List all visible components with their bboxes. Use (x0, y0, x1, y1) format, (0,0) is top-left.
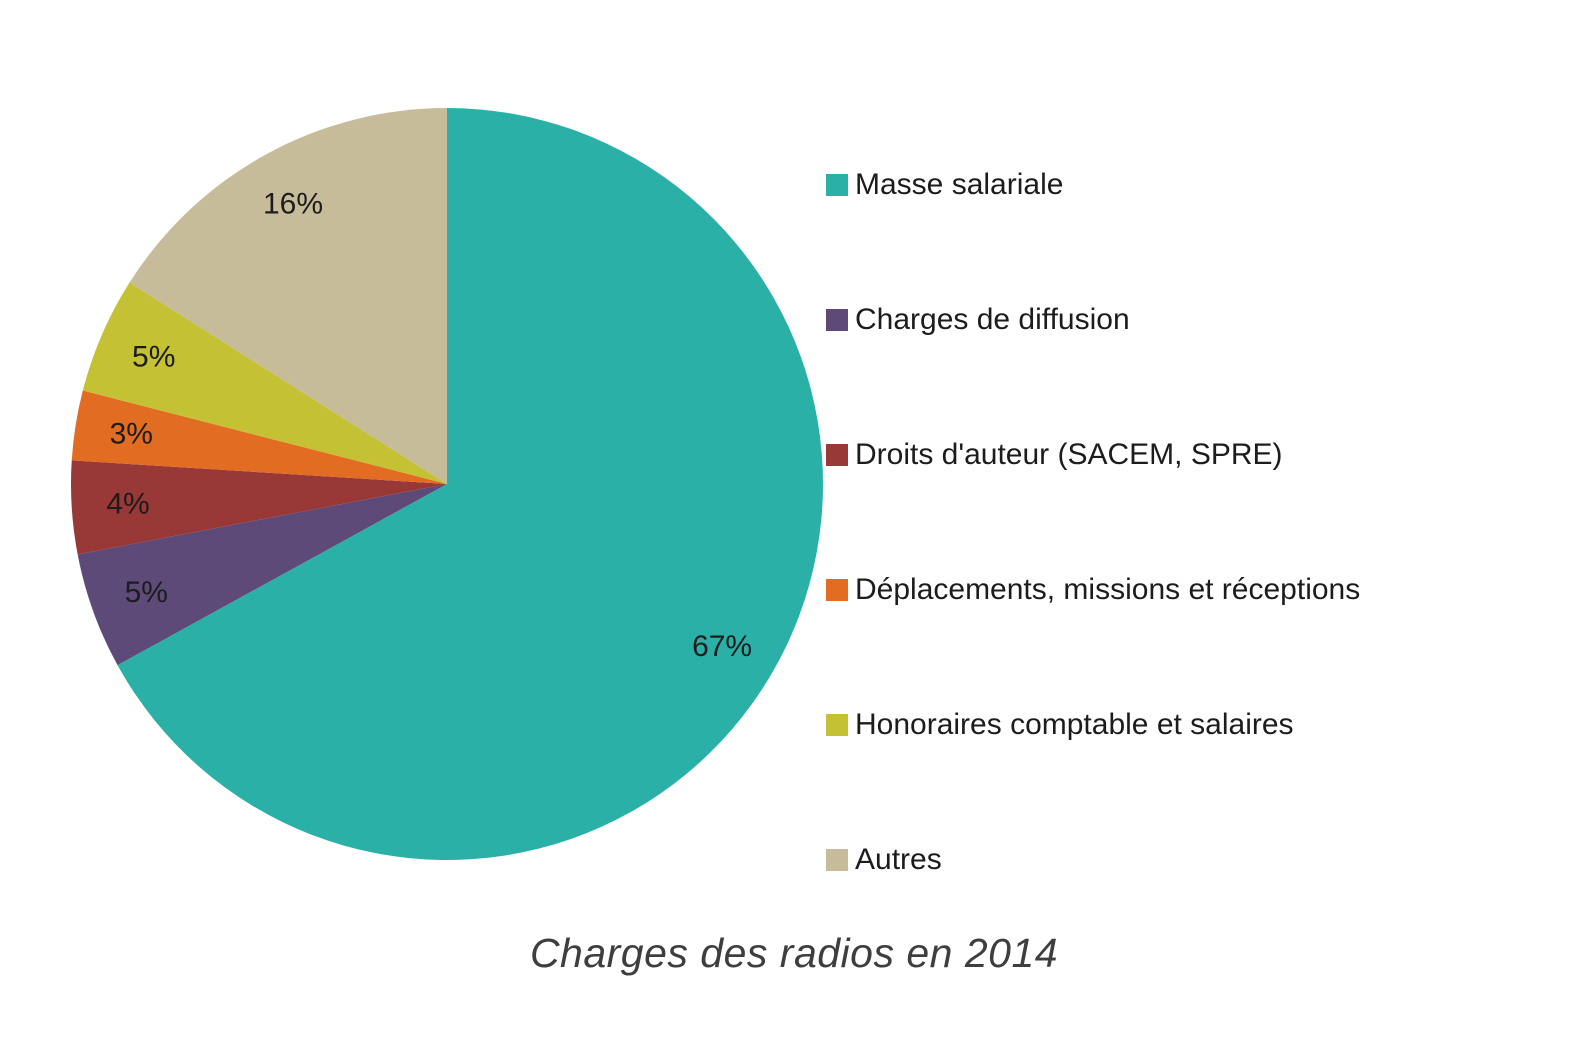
legend-swatch-icon (826, 309, 848, 331)
legend-label: Droits d'auteur (SACEM, SPRE) (855, 438, 1283, 471)
pie-slice-charges-de-diffusion (77, 484, 447, 666)
pie-slice-masse-salariale (117, 107, 824, 860)
legend-label: Déplacements, missions et réceptions (855, 573, 1361, 606)
legend-swatch-icon (826, 714, 848, 736)
pie-slice-droits-auteur (70, 460, 448, 555)
pie-slice-label-autres: 16% (263, 187, 323, 220)
legend-item-autres: Autres (826, 838, 1360, 882)
legend-item-charges-de-diffusion: Charges de diffusion (826, 298, 1360, 342)
legend-swatch-icon (826, 444, 848, 466)
pie-slice-autres (129, 108, 447, 484)
legend-label: Charges de diffusion (855, 303, 1130, 336)
pie-slice-label-deplacements-missions: 3% (110, 418, 153, 451)
legend-swatch-icon (826, 849, 848, 871)
pie-slice-label-charges-de-diffusion: 5% (125, 576, 168, 609)
pie-slice-label-droits-auteur: 4% (106, 488, 149, 521)
pie-slice-honoraires-comptable (82, 282, 447, 484)
legend-item-droits-auteur: Droits d'auteur (SACEM, SPRE) (826, 433, 1360, 477)
legend: Masse salariale Charges de diffusion Dro… (826, 163, 1360, 882)
legend-label: Masse salariale (855, 168, 1064, 201)
legend-item-masse-salariale: Masse salariale (826, 163, 1360, 207)
legend-swatch-icon (826, 174, 848, 196)
legend-item-deplacements-missions: Déplacements, missions et réceptions (826, 568, 1360, 612)
legend-label: Honoraires comptable et salaires (855, 708, 1294, 741)
pie-slice-label-masse-salariale: 67% (692, 630, 752, 663)
pie-slice-label-honoraires-comptable: 5% (132, 341, 175, 374)
legend-label: Autres (855, 843, 942, 876)
pie-slice-deplacements-missions (71, 390, 448, 484)
chart-title: Charges des radios en 2014 (529, 930, 1059, 976)
legend-swatch-icon (826, 579, 848, 601)
legend-item-honoraires-comptable: Honoraires comptable et salaires (826, 703, 1360, 747)
